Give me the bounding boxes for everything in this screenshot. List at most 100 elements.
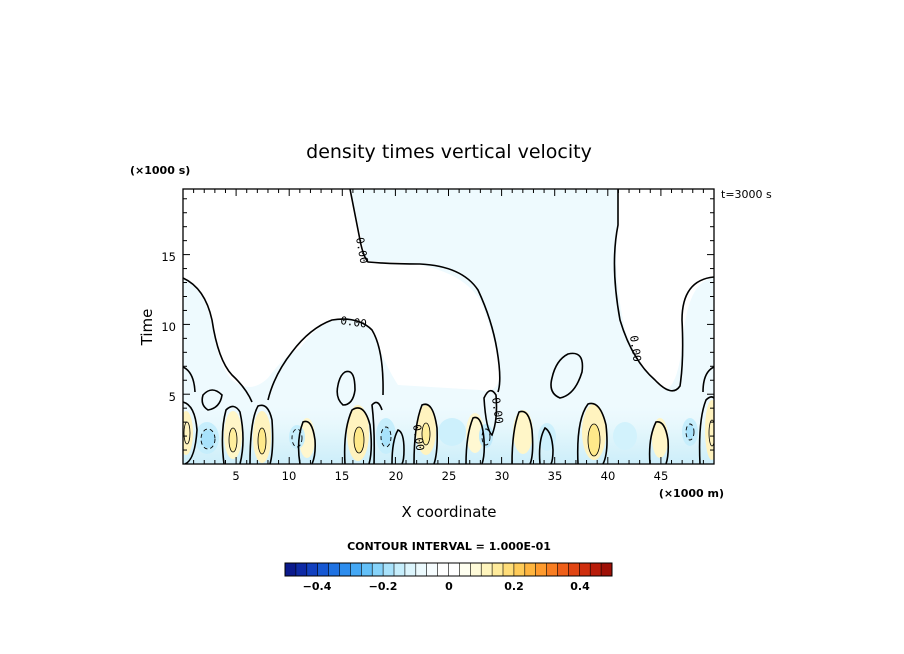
colorbar-swatch <box>513 563 526 576</box>
zero-contour <box>698 396 714 464</box>
colorbar-swatch <box>481 563 493 576</box>
positive-cell <box>422 423 430 445</box>
x-tick-label: 10 <box>282 469 297 483</box>
x-tick-label: 5 <box>232 469 239 483</box>
zero-contour <box>648 421 670 464</box>
zero-contour <box>613 189 714 392</box>
zero-contour <box>267 318 384 401</box>
colorbar-swatch <box>524 563 536 576</box>
colorbar-swatch <box>317 563 329 576</box>
zero-contour <box>343 407 373 464</box>
negative-contour <box>380 426 392 448</box>
colorbar-swatch <box>492 563 504 576</box>
colorbar-swatch <box>350 563 362 576</box>
x-tick-label: 20 <box>389 469 404 483</box>
colorbar-swatch <box>535 563 547 576</box>
colorbar-swatch <box>448 563 460 576</box>
positive-cell <box>354 427 364 453</box>
zero-contour <box>183 401 198 464</box>
zero-contour <box>538 426 554 464</box>
negative-cell <box>289 425 305 449</box>
zero-contour <box>413 403 438 464</box>
positive-cell <box>299 418 315 458</box>
colorbar-swatch <box>404 563 417 576</box>
contour-interval: CONTOUR INTERVAL = 1.000E-01 <box>347 540 551 553</box>
x-tick-label: 30 <box>495 469 510 483</box>
negative-contour <box>685 423 695 441</box>
zero-contour <box>183 366 196 393</box>
positive-cell <box>229 428 237 452</box>
zero-contours <box>183 189 714 464</box>
colorbar-swatch <box>306 563 318 576</box>
zero-contour <box>221 405 244 464</box>
positive-contour <box>708 419 714 447</box>
colorbar-tick-label: 0.4 <box>570 580 590 593</box>
colorbar-swatch <box>426 563 438 576</box>
colorbar-tick-label: −0.4 <box>303 580 332 593</box>
plot-area: 0.00 0.00 0.00 0.00 0.00 <box>183 189 714 464</box>
colorbar <box>284 562 613 577</box>
positive-contour <box>228 427 238 453</box>
contour-label: 0.00 <box>340 314 368 331</box>
colorbar-tick-label: 0.2 <box>504 580 524 593</box>
colorbar-swatch <box>415 563 427 576</box>
x-axis-label: X coordinate <box>401 503 496 521</box>
zero-contour <box>201 389 223 411</box>
negative-cell <box>686 425 694 439</box>
chart-title: density times vertical velocity <box>306 141 592 163</box>
contour-label: 0.00 <box>489 397 506 425</box>
x-tick-label: 25 <box>442 469 457 483</box>
positive-cells <box>183 400 714 463</box>
colorbar-swatch <box>579 563 591 576</box>
x-axis-multiplier: (×1000 m) <box>659 487 724 500</box>
colorbar-tick-label: 0 <box>445 580 453 593</box>
positive-contour <box>257 427 267 455</box>
colorbar-swatch <box>295 563 308 576</box>
colorbar-swatch <box>285 563 297 576</box>
y-tick-label: 5 <box>169 390 176 404</box>
contour-label: 0.00 <box>410 424 427 452</box>
zero-contour <box>371 401 383 464</box>
colorbar-swatch <box>361 563 373 576</box>
negative-cell <box>438 418 466 446</box>
colorbar-swatch <box>568 563 580 576</box>
colorbar-swatch <box>459 563 471 576</box>
positive-cell <box>705 400 714 460</box>
positive-cell <box>513 410 533 454</box>
colorbar-frame <box>284 562 613 577</box>
zero-contour <box>336 370 356 406</box>
positive-contour <box>421 422 431 446</box>
negative-cell <box>381 428 391 446</box>
positive-contour <box>587 423 601 457</box>
colorbar-swatch <box>437 563 449 576</box>
negative-contours <box>200 423 695 450</box>
x-tick-label: 45 <box>654 469 669 483</box>
colorbar-swatch <box>328 563 340 576</box>
colorbar-tick-label: −0.2 <box>369 580 398 593</box>
zero-contour <box>183 277 253 403</box>
zero-contour <box>391 429 405 464</box>
y-axis-multiplier: (×1000 s) <box>130 164 190 177</box>
positive-cell <box>183 411 193 455</box>
zero-contour <box>465 416 486 464</box>
positive-contour <box>353 426 365 454</box>
zero-contour <box>349 189 501 393</box>
x-tick-label: 35 <box>548 469 563 483</box>
positive-cell <box>588 424 600 456</box>
zero-contour <box>511 410 534 464</box>
colorbar-swatch <box>339 563 351 576</box>
y-tick-label: 15 <box>161 250 176 264</box>
colorbar-swatch <box>383 563 395 576</box>
contour-label: 0.00 <box>627 335 644 363</box>
colorbar-tick-labels: −0.4 −0.2 0 0.2 0.4 <box>303 580 590 593</box>
zero-contour <box>249 404 274 464</box>
colorbar-swatch <box>394 563 406 576</box>
time-stamp: t=3000 s <box>721 188 772 201</box>
negative-contour <box>291 428 303 448</box>
colorbar-swatch <box>503 563 515 576</box>
contour-label: 0.00 <box>353 236 370 264</box>
axis-ticks <box>183 189 714 464</box>
colorbar-swatch <box>470 563 482 576</box>
x-tick-label: 40 <box>601 469 616 483</box>
